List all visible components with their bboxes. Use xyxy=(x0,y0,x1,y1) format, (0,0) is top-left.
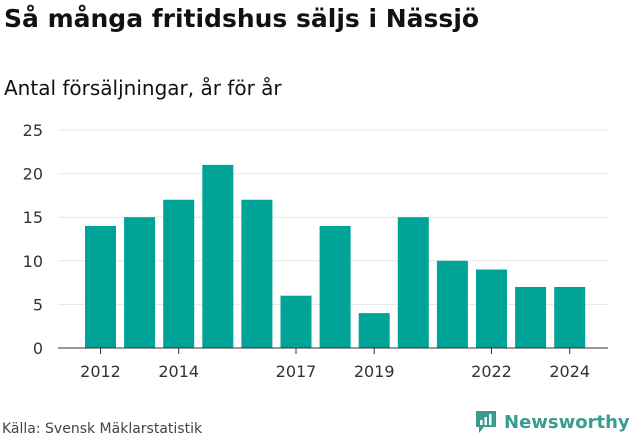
bar-2015 xyxy=(202,164,234,348)
bar-2022 xyxy=(476,269,507,348)
bar-2024 xyxy=(554,286,586,348)
x-tick-label: 2012 xyxy=(80,362,121,381)
bar-2013 xyxy=(124,217,156,348)
x-tick-label: 2017 xyxy=(276,362,317,381)
newsworthy-logo[interactable]: Newsworthy xyxy=(474,408,630,436)
x-tick-label: 2019 xyxy=(354,362,395,381)
chart-subtitle: Antal försäljningar, år för år xyxy=(4,76,282,100)
brand-name: Newsworthy xyxy=(504,411,630,433)
x-tick-label: 2014 xyxy=(158,362,199,381)
y-axis: 0 5 10 15 20 25 xyxy=(23,121,43,358)
bar-2019 xyxy=(358,313,390,348)
bar-2012 xyxy=(85,225,116,348)
chart-title: Så många fritidshus säljs i Nässjö xyxy=(4,4,480,33)
source-note: Källa: Svensk Mäklarstatistik xyxy=(2,421,203,437)
bars xyxy=(85,164,586,348)
bar-2023 xyxy=(515,286,547,348)
bar-2021 xyxy=(436,260,468,348)
bar-2016 xyxy=(241,199,273,348)
bar-2017 xyxy=(280,295,312,348)
x-axis: 2012 2014 2017 2019 2022 2024 xyxy=(58,347,608,381)
bar-2020 xyxy=(397,217,429,348)
bar-chart: 0 5 10 15 20 25 2012 2014 2017 2019 2022 2024 xyxy=(23,121,608,381)
y-tick-label: 0 xyxy=(33,339,43,358)
y-tick-label: 15 xyxy=(23,208,43,227)
x-tick-label: 2022 xyxy=(471,362,512,381)
bar-2014 xyxy=(163,199,195,348)
bar-2018 xyxy=(319,225,351,348)
y-tick-label: 10 xyxy=(23,252,43,271)
y-tick-label: 20 xyxy=(23,165,43,184)
newsworthy-icon xyxy=(476,411,496,433)
y-tick-label: 25 xyxy=(23,121,43,140)
x-tick-label: 2024 xyxy=(549,362,590,381)
y-tick-label: 5 xyxy=(33,295,43,314)
